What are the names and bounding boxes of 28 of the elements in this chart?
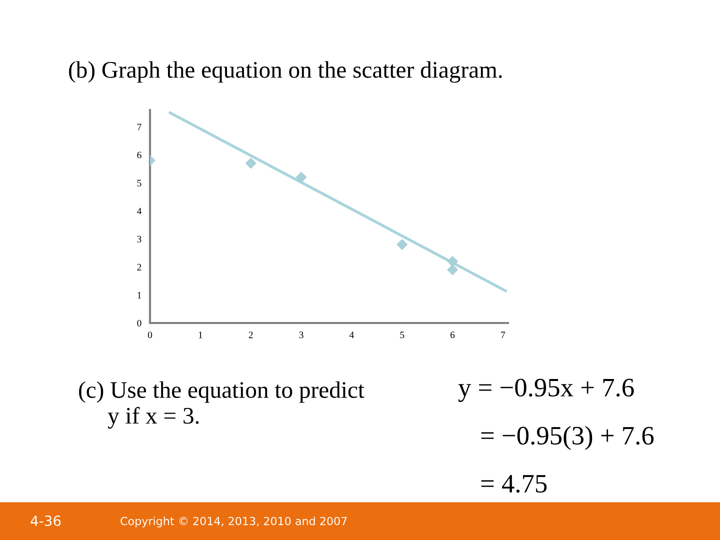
y-tick-label: 1 bbox=[138, 292, 142, 298]
y-tick-label: 4 bbox=[136, 208, 142, 214]
x-tick-label: 0 bbox=[148, 332, 152, 338]
text: = −0.95(3) + 7.6 bbox=[481, 426, 654, 450]
x-tick-label: 4 bbox=[349, 332, 354, 338]
text: = 4.75 bbox=[481, 474, 547, 493]
y-tick-label: 5 bbox=[137, 180, 142, 186]
text: y = −0.95x + 7.6 bbox=[458, 378, 634, 402]
text: (c) Use the equation to predict y if x = 3. bbox=[79, 381, 364, 429]
text: Copyright © 2014, 2013, 2010 and 2007 bbox=[120, 516, 347, 528]
x-tick-label: 2 bbox=[248, 332, 253, 338]
point bbox=[447, 264, 458, 276]
y-tick-label: 7 bbox=[137, 124, 142, 130]
y-tick-label: 0 bbox=[137, 320, 142, 326]
x-tick-label: 5 bbox=[400, 332, 404, 338]
point bbox=[396, 239, 408, 250]
point bbox=[246, 158, 256, 169]
x-tick-label: 1 bbox=[198, 332, 202, 338]
y-tick-label: 6 bbox=[137, 152, 142, 158]
x-tick-label: 3 bbox=[299, 332, 304, 338]
chart-title: (b) Graph the equation on the scatter diagram. bbox=[69, 61, 502, 83]
y-tick-label: 3 bbox=[137, 236, 142, 242]
point bbox=[447, 256, 458, 267]
x-tick-label: 7 bbox=[501, 332, 506, 338]
y-tick-label: 2 bbox=[137, 264, 142, 270]
text: 4-36 bbox=[30, 516, 61, 526]
point bbox=[296, 172, 307, 183]
x-tick-label: 6 bbox=[450, 332, 455, 338]
